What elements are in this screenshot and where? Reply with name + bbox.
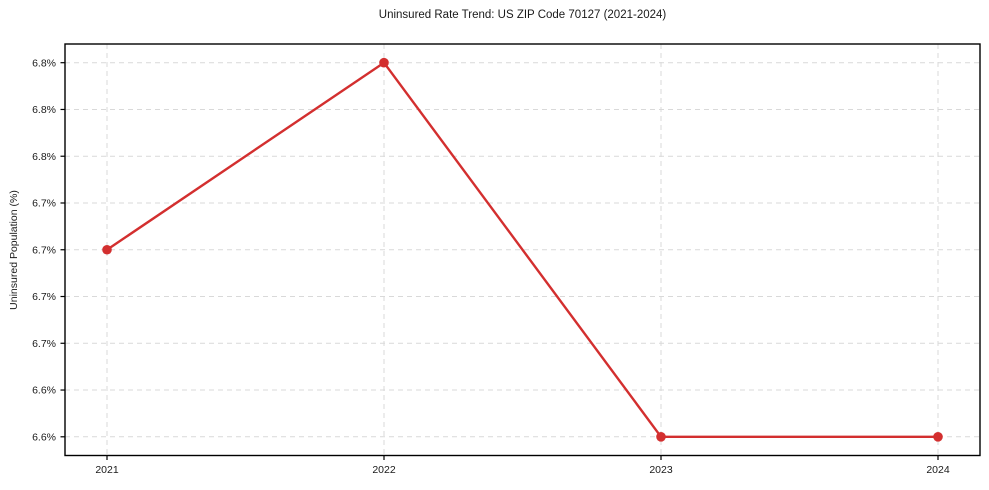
x-tick-label: 2021	[95, 464, 119, 476]
y-tick-label: 6.7%	[32, 198, 56, 210]
chart-title: Uninsured Rate Trend: US ZIP Code 70127 …	[378, 9, 667, 21]
data-point	[102, 244, 112, 255]
y-tick-label: 6.8%	[32, 104, 56, 116]
y-tick-label: 6.7%	[32, 338, 56, 350]
x-tick-label: 2023	[649, 464, 673, 476]
y-tick-label: 6.7%	[32, 291, 56, 303]
x-tick-label: 2024	[926, 464, 950, 476]
series-line-uninsured-rate	[105, 61, 940, 438]
y-tick-label: 6.6%	[32, 385, 56, 397]
data-point	[656, 431, 666, 442]
data-point	[379, 57, 389, 68]
y-tick-label: 6.7%	[32, 244, 56, 256]
y-tick-label: 6.8%	[32, 151, 56, 163]
y-tick-label: 6.8%	[32, 57, 56, 69]
data-point	[933, 431, 943, 442]
x-tick-label: 2022	[372, 464, 396, 476]
y-tick-label: 6.6%	[32, 431, 56, 443]
